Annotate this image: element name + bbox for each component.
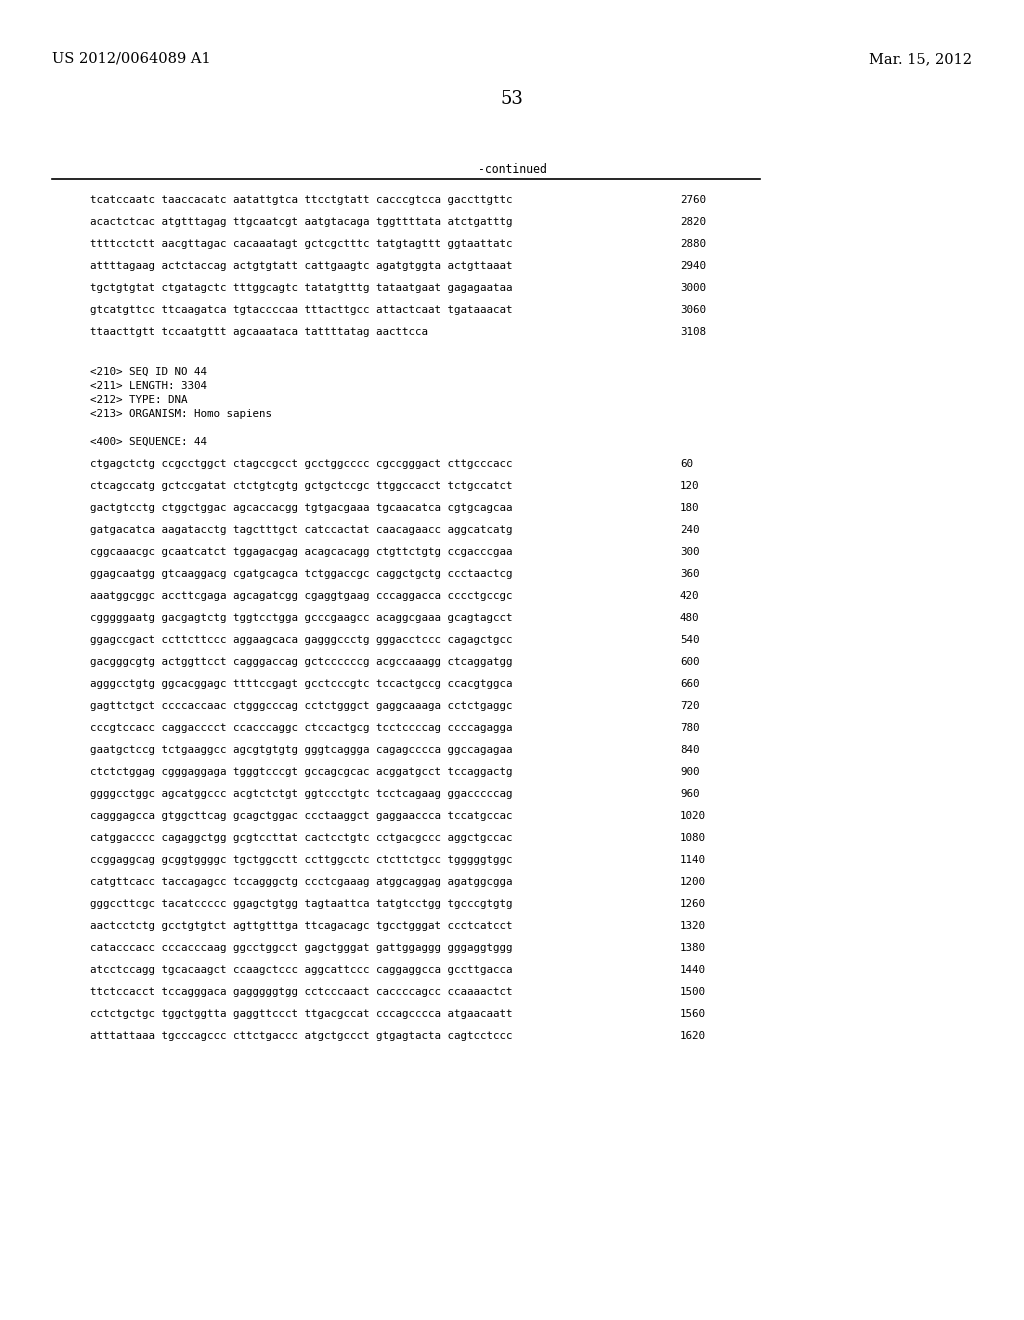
Text: tcatccaatc taaccacatc aatattgtca ttcctgtatt cacccgtcca gaccttgttc: tcatccaatc taaccacatc aatattgtca ttcctgt… xyxy=(90,195,512,205)
Text: ctgagctctg ccgcctggct ctagccgcct gcctggcccc cgccgggact cttgcccacc: ctgagctctg ccgcctggct ctagccgcct gcctggc… xyxy=(90,459,512,469)
Text: 720: 720 xyxy=(680,701,699,711)
Text: 1320: 1320 xyxy=(680,921,706,931)
Text: ttaacttgtt tccaatgttt agcaaataca tattttatag aacttcca: ttaacttgtt tccaatgttt agcaaataca tatttta… xyxy=(90,327,428,337)
Text: ttttcctctt aacgttagac cacaaatagt gctcgctttc tatgtagttt ggtaattatc: ttttcctctt aacgttagac cacaaatagt gctcgct… xyxy=(90,239,512,249)
Text: <212> TYPE: DNA: <212> TYPE: DNA xyxy=(90,395,187,405)
Text: <213> ORGANISM: Homo sapiens: <213> ORGANISM: Homo sapiens xyxy=(90,409,272,418)
Text: atcctccagg tgcacaagct ccaagctccc aggcattccc caggaggcca gccttgacca: atcctccagg tgcacaagct ccaagctccc aggcatt… xyxy=(90,965,512,975)
Text: 1200: 1200 xyxy=(680,876,706,887)
Text: 780: 780 xyxy=(680,723,699,733)
Text: gacgggcgtg actggttcct cagggaccag gctccccccg acgccaaagg ctcaggatgg: gacgggcgtg actggttcct cagggaccag gctcccc… xyxy=(90,657,512,667)
Text: 1380: 1380 xyxy=(680,942,706,953)
Text: ctctctggag cgggaggaga tgggtcccgt gccagcgcac acggatgcct tccaggactg: ctctctggag cgggaggaga tgggtcccgt gccagcg… xyxy=(90,767,512,777)
Text: 180: 180 xyxy=(680,503,699,513)
Text: 2820: 2820 xyxy=(680,216,706,227)
Text: ggagccgact ccttcttccc aggaagcaca gagggccctg gggacctccc cagagctgcc: ggagccgact ccttcttccc aggaagcaca gagggcc… xyxy=(90,635,512,645)
Text: ccggaggcag gcggtggggc tgctggcctt ccttggcctc ctcttctgcc tgggggtggc: ccggaggcag gcggtggggc tgctggcctt ccttggc… xyxy=(90,855,512,865)
Text: 60: 60 xyxy=(680,459,693,469)
Text: 300: 300 xyxy=(680,546,699,557)
Text: 660: 660 xyxy=(680,678,699,689)
Text: 840: 840 xyxy=(680,744,699,755)
Text: atttattaaa tgcccagccc cttctgaccc atgctgccct gtgagtacta cagtcctccc: atttattaaa tgcccagccc cttctgaccc atgctgc… xyxy=(90,1031,512,1041)
Text: tgctgtgtat ctgatagctc tttggcagtc tatatgtttg tataatgaat gagagaataa: tgctgtgtat ctgatagctc tttggcagtc tatatgt… xyxy=(90,282,512,293)
Text: ggagcaatgg gtcaaggacg cgatgcagca tctggaccgc caggctgctg ccctaactcg: ggagcaatgg gtcaaggacg cgatgcagca tctggac… xyxy=(90,569,512,579)
Text: 1620: 1620 xyxy=(680,1031,706,1041)
Text: attttagaag actctaccag actgtgtatt cattgaagtc agatgtggta actgttaaat: attttagaag actctaccag actgtgtatt cattgaa… xyxy=(90,261,512,271)
Text: 3000: 3000 xyxy=(680,282,706,293)
Text: 1080: 1080 xyxy=(680,833,706,843)
Text: 480: 480 xyxy=(680,612,699,623)
Text: catacccacc cccacccaag ggcctggcct gagctgggat gattggaggg gggaggtggg: catacccacc cccacccaag ggcctggcct gagctgg… xyxy=(90,942,512,953)
Text: gatgacatca aagatacctg tagctttgct catccactat caacagaacc aggcatcatg: gatgacatca aagatacctg tagctttgct catccac… xyxy=(90,525,512,535)
Text: cctctgctgc tggctggtta gaggttccct ttgacgccat cccagcccca atgaacaatt: cctctgctgc tggctggtta gaggttccct ttgacgc… xyxy=(90,1008,512,1019)
Text: cagggagcca gtggcttcag gcagctggac ccctaaggct gaggaaccca tccatgccac: cagggagcca gtggcttcag gcagctggac ccctaag… xyxy=(90,810,512,821)
Text: 3108: 3108 xyxy=(680,327,706,337)
Text: <400> SEQUENCE: 44: <400> SEQUENCE: 44 xyxy=(90,437,207,447)
Text: 1020: 1020 xyxy=(680,810,706,821)
Text: cggcaaacgc gcaatcatct tggagacgag acagcacagg ctgttctgtg ccgacccgaa: cggcaaacgc gcaatcatct tggagacgag acagcac… xyxy=(90,546,512,557)
Text: <210> SEQ ID NO 44: <210> SEQ ID NO 44 xyxy=(90,367,207,378)
Text: acactctcac atgtttagag ttgcaatcgt aatgtacaga tggttttata atctgatttg: acactctcac atgtttagag ttgcaatcgt aatgtac… xyxy=(90,216,512,227)
Text: ctcagccatg gctccgatat ctctgtcgtg gctgctccgc ttggccacct tctgccatct: ctcagccatg gctccgatat ctctgtcgtg gctgctc… xyxy=(90,480,512,491)
Text: agggcctgtg ggcacggagc ttttccgagt gcctcccgtc tccactgccg ccacgtggca: agggcctgtg ggcacggagc ttttccgagt gcctccc… xyxy=(90,678,512,689)
Text: cccgtccacc caggacccct ccacccaggc ctccactgcg tcctccccag ccccagagga: cccgtccacc caggacccct ccacccaggc ctccact… xyxy=(90,723,512,733)
Text: 360: 360 xyxy=(680,569,699,579)
Text: 1500: 1500 xyxy=(680,987,706,997)
Text: aactcctctg gcctgtgtct agttgtttga ttcagacagc tgcctgggat ccctcatcct: aactcctctg gcctgtgtct agttgtttga ttcagac… xyxy=(90,921,512,931)
Text: catggacccc cagaggctgg gcgtccttat cactcctgtc cctgacgccc aggctgccac: catggacccc cagaggctgg gcgtccttat cactcct… xyxy=(90,833,512,843)
Text: gactgtcctg ctggctggac agcaccacgg tgtgacgaaa tgcaacatca cgtgcagcaa: gactgtcctg ctggctggac agcaccacgg tgtgacg… xyxy=(90,503,512,513)
Text: 1260: 1260 xyxy=(680,899,706,909)
Text: 2880: 2880 xyxy=(680,239,706,249)
Text: gggccttcgc tacatccccc ggagctgtgg tagtaattca tatgtcctgg tgcccgtgtg: gggccttcgc tacatccccc ggagctgtgg tagtaat… xyxy=(90,899,512,909)
Text: ggggcctggc agcatggccc acgtctctgt ggtccctgtc tcctcagaag ggacccccag: ggggcctggc agcatggccc acgtctctgt ggtccct… xyxy=(90,789,512,799)
Text: 120: 120 xyxy=(680,480,699,491)
Text: cgggggaatg gacgagtctg tggtcctgga gcccgaagcc acaggcgaaa gcagtagcct: cgggggaatg gacgagtctg tggtcctgga gcccgaa… xyxy=(90,612,512,623)
Text: 1140: 1140 xyxy=(680,855,706,865)
Text: 240: 240 xyxy=(680,525,699,535)
Text: 960: 960 xyxy=(680,789,699,799)
Text: 2760: 2760 xyxy=(680,195,706,205)
Text: 2940: 2940 xyxy=(680,261,706,271)
Text: aaatggcggc accttcgaga agcagatcgg cgaggtgaag cccaggacca cccctgccgc: aaatggcggc accttcgaga agcagatcgg cgaggtg… xyxy=(90,591,512,601)
Text: 1560: 1560 xyxy=(680,1008,706,1019)
Text: 1440: 1440 xyxy=(680,965,706,975)
Text: US 2012/0064089 A1: US 2012/0064089 A1 xyxy=(52,51,211,66)
Text: 420: 420 xyxy=(680,591,699,601)
Text: catgttcacc taccagagcc tccagggctg ccctcgaaag atggcaggag agatggcgga: catgttcacc taccagagcc tccagggctg ccctcga… xyxy=(90,876,512,887)
Text: 3060: 3060 xyxy=(680,305,706,315)
Text: <211> LENGTH: 3304: <211> LENGTH: 3304 xyxy=(90,381,207,391)
Text: 540: 540 xyxy=(680,635,699,645)
Text: gagttctgct ccccaccaac ctgggcccag cctctgggct gaggcaaaga cctctgaggc: gagttctgct ccccaccaac ctgggcccag cctctgg… xyxy=(90,701,512,711)
Text: 600: 600 xyxy=(680,657,699,667)
Text: gtcatgttcc ttcaagatca tgtaccccaa tttacttgcc attactcaat tgataaacat: gtcatgttcc ttcaagatca tgtaccccaa tttactt… xyxy=(90,305,512,315)
Text: 53: 53 xyxy=(501,90,523,108)
Text: 900: 900 xyxy=(680,767,699,777)
Text: Mar. 15, 2012: Mar. 15, 2012 xyxy=(869,51,972,66)
Text: gaatgctccg tctgaaggcc agcgtgtgtg gggtcaggga cagagcccca ggccagagaa: gaatgctccg tctgaaggcc agcgtgtgtg gggtcag… xyxy=(90,744,512,755)
Text: ttctccacct tccagggaca gagggggtgg cctcccaact caccccagcc ccaaaactct: ttctccacct tccagggaca gagggggtgg cctccca… xyxy=(90,987,512,997)
Text: -continued: -continued xyxy=(477,162,547,176)
